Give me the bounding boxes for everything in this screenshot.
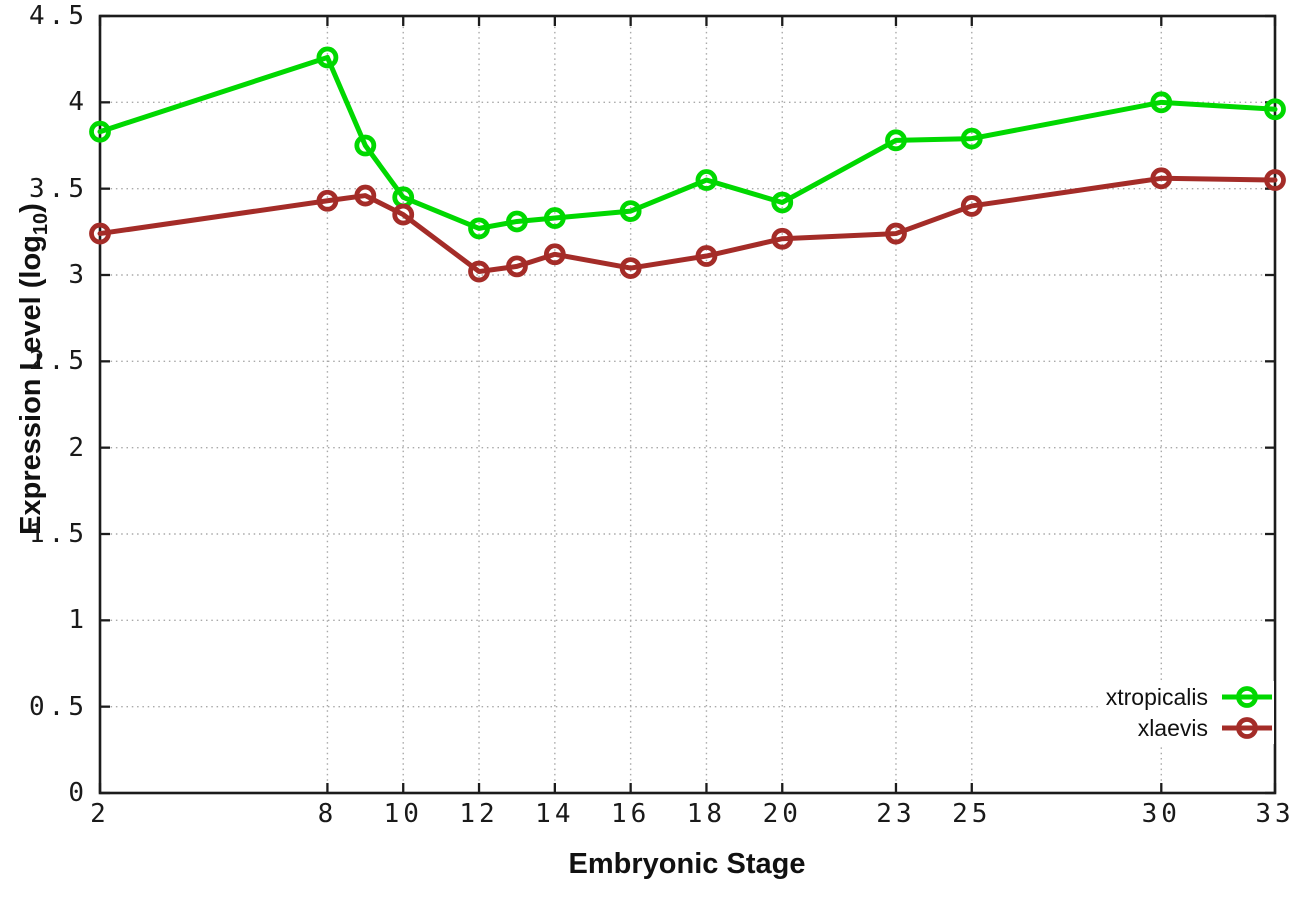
data-point-xtropicalis bbox=[316, 46, 339, 69]
data-point-xtropicalis bbox=[771, 191, 794, 214]
y-tick-label: 2.5 bbox=[29, 346, 88, 377]
data-point-xlaevis bbox=[619, 257, 642, 279]
x-tick-label: 8 bbox=[317, 799, 338, 829]
data-point-xtropicalis bbox=[885, 129, 907, 152]
y-tick-label: 4.5 bbox=[29, 1, 88, 31]
x-tick-label: 25 bbox=[952, 799, 992, 829]
plot-border bbox=[98, 14, 1277, 795]
legend-marker-xtropicalis bbox=[1222, 686, 1272, 708]
data-point-xlaevis bbox=[506, 255, 528, 278]
data-point-xtropicalis bbox=[960, 127, 983, 150]
y-tick-label: 1.5 bbox=[29, 519, 88, 549]
x-tick-label: 12 bbox=[459, 799, 499, 829]
y-tick-label: 3 bbox=[68, 260, 88, 290]
data-point-xtropicalis bbox=[89, 120, 111, 143]
data-point-xtropicalis bbox=[468, 217, 490, 240]
x-tick-label: 33 bbox=[1255, 799, 1295, 829]
x-tick-label: 14 bbox=[535, 799, 575, 829]
y-tick-label: 1 bbox=[68, 605, 88, 636]
y-axis-title-close: ) bbox=[15, 203, 47, 213]
legend-item-xlaevis: xlaevis bbox=[1138, 714, 1274, 742]
y-tick-label: 3.5 bbox=[29, 173, 88, 204]
legend: xtropicalis xlaevis bbox=[1097, 681, 1274, 744]
data-point-xlaevis bbox=[316, 189, 339, 212]
x-tick-label: 30 bbox=[1141, 799, 1181, 829]
y-tick-label: 0.5 bbox=[29, 691, 88, 722]
data-point-xlaevis bbox=[468, 260, 490, 283]
x-tick-label: 2 bbox=[90, 799, 110, 829]
data-point-xlaevis bbox=[695, 245, 718, 267]
data-point-xlaevis bbox=[89, 222, 111, 245]
data-point-xlaevis bbox=[1150, 167, 1173, 190]
legend-circle-icon bbox=[1236, 717, 1258, 739]
y-axis-title-subscript: 10 bbox=[29, 212, 52, 236]
y-tick-label: 2 bbox=[68, 432, 88, 463]
y-tick-label: 4 bbox=[68, 87, 88, 118]
data-point-xtropicalis bbox=[695, 169, 718, 191]
data-point-xtropicalis bbox=[619, 200, 642, 223]
legend-label: xtropicalis bbox=[1105, 683, 1208, 710]
data-point-xtropicalis bbox=[1264, 98, 1286, 121]
data-point-xlaevis bbox=[1264, 169, 1286, 191]
series-line-xlaevis bbox=[97, 175, 1278, 275]
data-point-xlaevis bbox=[960, 195, 983, 217]
legend-label: xlaevis bbox=[1137, 714, 1208, 741]
x-tick-label: 16 bbox=[610, 799, 651, 829]
x-tick-label: 20 bbox=[762, 799, 802, 829]
data-point-xlaevis bbox=[771, 227, 794, 250]
data-point-xlaevis bbox=[885, 222, 907, 245]
y-tick-label: 0 bbox=[68, 778, 88, 808]
data-point-xtropicalis bbox=[543, 207, 566, 229]
data-point-xlaevis bbox=[543, 243, 566, 266]
x-tick-label: 10 bbox=[383, 799, 423, 829]
data-point-xlaevis bbox=[392, 203, 415, 226]
series-line-xtropicalis bbox=[97, 54, 1278, 231]
x-axis-title: Embryonic Stage bbox=[568, 848, 806, 880]
data-point-xtropicalis bbox=[354, 134, 377, 157]
data-point-xlaevis bbox=[354, 184, 377, 207]
x-tick-label: 18 bbox=[686, 799, 727, 829]
legend-item-xtropicalis: xtropicalis bbox=[1106, 683, 1274, 711]
data-point-xtropicalis bbox=[506, 210, 528, 233]
legend-circle-icon bbox=[1236, 686, 1258, 708]
legend-marker-xlaevis bbox=[1222, 717, 1272, 739]
x-tick-label: 23 bbox=[876, 799, 916, 829]
data-point-xtropicalis bbox=[1150, 91, 1173, 114]
